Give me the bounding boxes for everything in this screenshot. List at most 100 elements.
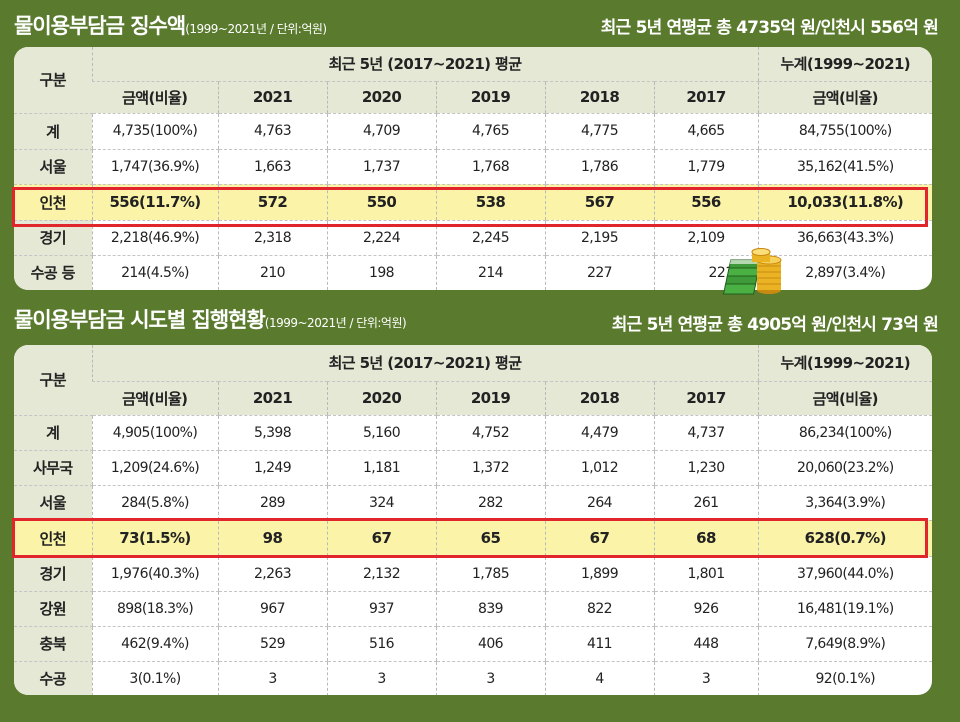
table-cell: 1,012: [544, 450, 654, 486]
table-cell: 210: [217, 255, 327, 290]
table-cell: 2,318: [217, 220, 327, 256]
table-cell: 1,181: [326, 450, 436, 486]
table-cell: 67: [326, 520, 436, 557]
table-cell: 1,976(40.3%): [91, 556, 218, 592]
money-stack-coins-icon: [723, 248, 782, 295]
header-row-top: 구분 최근 5년 (2017~2021) 평균 누계(1999~2021): [14, 47, 932, 114]
execution-unit: (1999~2021년 / 단위:억원): [264, 316, 407, 330]
table-cell: 35,162(41.5%): [757, 149, 932, 185]
row-label: 수공: [14, 661, 92, 695]
table-cell: 572: [217, 184, 327, 221]
row-label: 수공 등: [14, 255, 92, 290]
header-year: 2017: [653, 381, 759, 416]
table-cell: 4,665: [653, 113, 759, 150]
table-cell: 2,245: [435, 220, 545, 256]
header-row-top: 구분 최근 5년 (2017~2021) 평균 누계(1999~2021): [14, 345, 932, 416]
row-label: 인천: [14, 184, 92, 221]
header-recent-group: 최근 5년 (2017~2021) 평균: [91, 345, 759, 382]
execution-table: 구분 최근 5년 (2017~2021) 평균 누계(1999~2021) 금액…: [14, 345, 932, 695]
header-row-sub: 금액(비율) 2021 2020 2019 2018 2017 금액(비율): [14, 81, 932, 114]
table-cell: 1,372: [435, 450, 545, 486]
header-total-group: 누계(1999~2021): [757, 345, 932, 382]
collection-table: 구분 최근 5년 (2017~2021) 평균 누계(1999~2021) 금액…: [14, 47, 932, 290]
row-label: 강원: [14, 591, 92, 627]
collection-summary: 최근 5년 연평균 총 4735억 원/인천시 556억 원: [600, 18, 939, 38]
table-cell: 538: [435, 184, 545, 221]
header-recent-group: 최근 5년 (2017~2021) 평균: [91, 47, 759, 82]
row-label: 서울: [14, 485, 92, 521]
table-cell: 1,768: [435, 149, 545, 185]
table-cell: 1,801: [653, 556, 759, 592]
table-cell: 3: [217, 661, 327, 695]
table-cell: 1,230: [653, 450, 759, 486]
table-cell: 1,779: [653, 149, 759, 185]
table-cell: 516: [326, 626, 436, 662]
table-cell: 4,905(100%): [91, 415, 218, 451]
header-corner: 구분: [14, 47, 92, 114]
table-cell: 282: [435, 485, 545, 521]
row-label: 경기: [14, 220, 92, 256]
table-cell: 448: [653, 626, 759, 662]
table-cell: 1,663: [217, 149, 327, 185]
collection-unit: (1999~2021년 / 단위:억원): [185, 22, 327, 36]
header-total-amount: 금액(비율): [757, 81, 932, 114]
table-cell: 556(11.7%): [91, 184, 218, 221]
table-cell: 967: [217, 591, 327, 627]
table-cell: 628(0.7%): [757, 520, 932, 557]
table-cell: 567: [544, 184, 654, 221]
table-cell: 261: [653, 485, 759, 521]
table-cell: 2,132: [326, 556, 436, 592]
table-cell: 5,160: [326, 415, 436, 451]
table-cell: 4,765: [435, 113, 545, 150]
execution-summary: 최근 5년 연평균 총 4905억 원/인천시 73억 원: [611, 315, 939, 335]
row-label: 계: [14, 415, 92, 451]
table-cell: 214: [435, 255, 545, 290]
table-row: 계 4,735(100%) 4,763 4,709 4,765 4,775 4,…: [14, 113, 932, 150]
table-cell: 839: [435, 591, 545, 627]
table-row: 수공 등 214(4.5%) 210 198 214 227 221 2,897…: [14, 255, 932, 290]
table-row: 서울 1,747(36.9%) 1,663 1,737 1,768 1,786 …: [14, 149, 932, 185]
table-cell: 4,735(100%): [91, 113, 218, 150]
table-row: 사무국 1,209(24.6%) 1,249 1,181 1,372 1,012…: [14, 450, 932, 486]
table-cell: 556: [653, 184, 759, 221]
table-cell: 86,234(100%): [757, 415, 932, 451]
table-cell: 16,481(19.1%): [757, 591, 932, 627]
header-year: 2019: [435, 381, 545, 416]
table-cell: 84,755(100%): [757, 113, 932, 150]
table-row: 경기 1,976(40.3%) 2,263 2,132 1,785 1,899 …: [14, 556, 932, 592]
table-cell: 1,249: [217, 450, 327, 486]
table-cell: 529: [217, 626, 327, 662]
table-cell: 198: [326, 255, 436, 290]
table-row: 충북 462(9.4%) 529 516 406 411 448 7,649(8…: [14, 626, 932, 662]
row-label: 인천: [14, 520, 92, 557]
table-cell: 406: [435, 626, 545, 662]
table-cell: 1,209(24.6%): [91, 450, 218, 486]
table-cell: 1,737: [326, 149, 436, 185]
table-cell: 898(18.3%): [91, 591, 218, 627]
table-cell: 822: [544, 591, 654, 627]
table-cell: 68: [653, 520, 759, 557]
header-corner: 구분: [14, 345, 92, 416]
table-cell: 92(0.1%): [757, 661, 932, 695]
table-cell: 411: [544, 626, 654, 662]
table-cell: 67: [544, 520, 654, 557]
table-cell: 10,033(11.8%): [757, 184, 932, 221]
table-cell: 2,195: [544, 220, 654, 256]
table-cell: 20,060(23.2%): [757, 450, 932, 486]
table-cell: 3,364(3.9%): [757, 485, 932, 521]
table-cell: 4: [544, 661, 654, 695]
table-cell: 926: [653, 591, 759, 627]
collection-title: 물이용부담금 징수액(1999~2021년 / 단위:억원): [14, 14, 327, 38]
table-cell: 2,897(3.4%): [757, 255, 932, 290]
table-cell: 3: [326, 661, 436, 695]
row-label: 충북: [14, 626, 92, 662]
table-cell: 2,218(46.9%): [91, 220, 218, 256]
row-label: 사무국: [14, 450, 92, 486]
table-cell: 1,786: [544, 149, 654, 185]
collection-table-panel: 구분 최근 5년 (2017~2021) 평균 누계(1999~2021) 금액…: [14, 47, 932, 290]
table-cell: 550: [326, 184, 436, 221]
table-cell: 264: [544, 485, 654, 521]
table-cell: 4,737: [653, 415, 759, 451]
header-row-sub: 금액(비율) 2021 2020 2019 2018 2017 금액(비율): [14, 381, 932, 416]
table-cell: 37,960(44.0%): [757, 556, 932, 592]
